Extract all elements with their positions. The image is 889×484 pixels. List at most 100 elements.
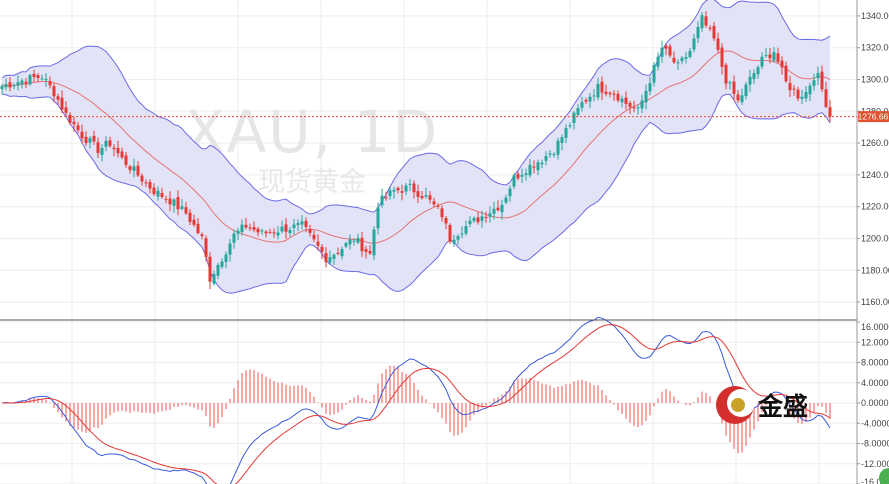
candle bbox=[268, 228, 272, 234]
candle-body bbox=[548, 153, 552, 155]
candle-body bbox=[308, 228, 312, 233]
candle bbox=[788, 75, 792, 98]
candle-body bbox=[136, 165, 140, 176]
candle bbox=[0, 83, 4, 95]
candle bbox=[144, 179, 148, 187]
candle-body bbox=[448, 224, 452, 242]
candle-body bbox=[100, 147, 104, 155]
candle-body bbox=[160, 192, 164, 197]
candle-body bbox=[688, 50, 692, 58]
candle bbox=[384, 191, 388, 201]
candle bbox=[456, 234, 460, 245]
candle-body bbox=[508, 188, 512, 197]
candle bbox=[352, 237, 356, 246]
candle bbox=[392, 186, 396, 199]
candle bbox=[424, 187, 428, 199]
candle-body bbox=[716, 38, 720, 50]
price-tick-label: 1240.00 bbox=[861, 170, 889, 180]
bollinger-band bbox=[1, 0, 831, 294]
candle bbox=[388, 186, 392, 200]
candle bbox=[808, 82, 812, 102]
candle-body bbox=[580, 102, 584, 108]
candle-body bbox=[464, 226, 468, 234]
candle-body bbox=[820, 71, 824, 90]
candle bbox=[108, 136, 112, 148]
candle bbox=[492, 201, 496, 220]
candle bbox=[756, 65, 760, 79]
candle-body bbox=[256, 228, 260, 233]
candle bbox=[476, 211, 480, 225]
candle bbox=[612, 90, 616, 101]
candle bbox=[124, 152, 128, 168]
candle bbox=[684, 51, 688, 64]
candle-body bbox=[392, 189, 396, 192]
candle bbox=[264, 230, 268, 238]
candle-body bbox=[220, 261, 224, 267]
candle-body bbox=[752, 73, 756, 80]
candle-body bbox=[272, 232, 276, 234]
candle-body bbox=[204, 238, 208, 257]
candle-body bbox=[188, 212, 192, 222]
candle-body bbox=[560, 137, 564, 144]
candle-body bbox=[52, 86, 56, 97]
candle bbox=[156, 186, 160, 201]
candle bbox=[252, 221, 256, 233]
candle-body bbox=[512, 175, 516, 187]
candle bbox=[36, 73, 40, 82]
candle-body bbox=[736, 94, 740, 101]
candle bbox=[340, 246, 344, 260]
candle bbox=[604, 84, 608, 97]
candle-body bbox=[232, 233, 236, 243]
candle bbox=[24, 77, 28, 89]
candle bbox=[580, 96, 584, 112]
candle-body bbox=[724, 64, 728, 84]
candle bbox=[248, 223, 252, 232]
candle-body bbox=[812, 80, 816, 86]
macd-tick-label: 16.0000 bbox=[861, 322, 889, 332]
candle-body bbox=[224, 254, 228, 262]
candle-body bbox=[348, 239, 352, 245]
candle-body bbox=[584, 100, 588, 102]
candle bbox=[272, 228, 276, 238]
candle bbox=[664, 44, 668, 56]
candle-body bbox=[88, 138, 92, 143]
candle-body bbox=[328, 257, 332, 263]
candle-body bbox=[144, 182, 148, 184]
candle bbox=[364, 245, 368, 259]
candle bbox=[660, 40, 664, 63]
candle-body bbox=[576, 108, 580, 115]
candle-body bbox=[432, 201, 436, 205]
candle-body bbox=[472, 218, 476, 221]
candle-body bbox=[784, 65, 788, 82]
price-tick-label: 1160.00 bbox=[861, 297, 889, 307]
candle bbox=[680, 55, 684, 65]
candle-body bbox=[372, 229, 376, 256]
candle-body bbox=[128, 166, 132, 171]
candle bbox=[208, 252, 212, 289]
candle-body bbox=[240, 224, 244, 232]
candle bbox=[240, 219, 244, 236]
candle bbox=[292, 218, 296, 235]
macd-tick-label: 8.0000 bbox=[861, 358, 889, 368]
candle-body bbox=[40, 78, 44, 80]
candle bbox=[536, 159, 540, 176]
candle bbox=[708, 25, 712, 32]
candlestick-series bbox=[0, 11, 832, 289]
candle bbox=[244, 218, 248, 230]
candle bbox=[148, 179, 152, 194]
candle-body bbox=[148, 182, 152, 189]
candle-body bbox=[676, 62, 680, 64]
candle bbox=[372, 226, 376, 260]
candle-body bbox=[484, 216, 488, 218]
candle bbox=[356, 233, 360, 245]
candle-body bbox=[768, 54, 772, 59]
candle-body bbox=[172, 199, 176, 206]
candle bbox=[64, 101, 68, 117]
candle-body bbox=[260, 230, 264, 232]
candle bbox=[184, 201, 188, 216]
candle bbox=[792, 84, 796, 96]
candle bbox=[140, 173, 144, 186]
candle bbox=[96, 137, 100, 158]
candle bbox=[400, 184, 404, 201]
candle-body bbox=[300, 221, 304, 225]
